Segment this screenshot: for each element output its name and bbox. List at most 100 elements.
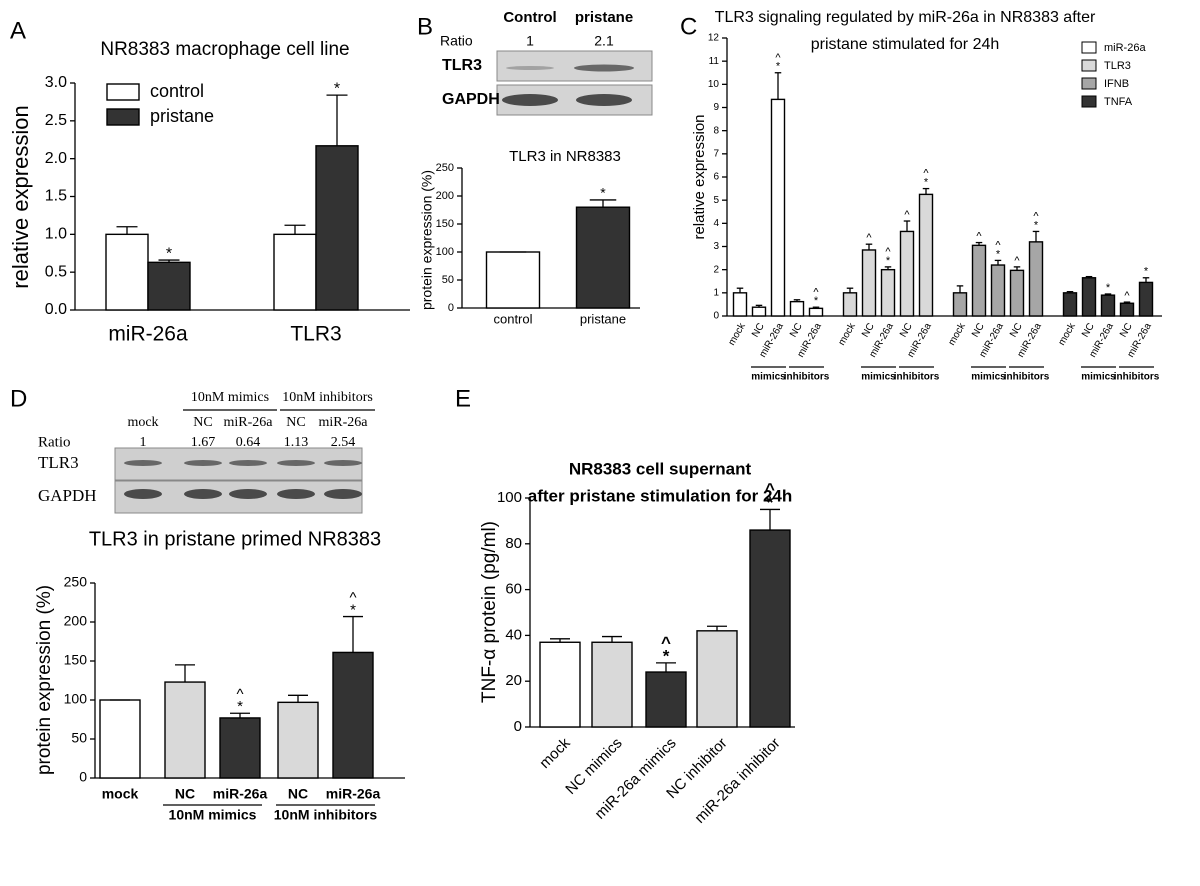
x-tick-label: miR-26a bbox=[326, 786, 381, 802]
significance-marker: * bbox=[776, 61, 781, 73]
blot-row-label: GAPDH bbox=[38, 486, 97, 505]
significance-marker: * bbox=[334, 80, 340, 97]
bar bbox=[277, 701, 319, 779]
x-tick-label: TLR3 bbox=[290, 323, 341, 346]
bar bbox=[1081, 277, 1097, 317]
x-tick-label: mock bbox=[102, 786, 139, 802]
blot-ratio: 1 bbox=[526, 33, 534, 49]
blot-strip bbox=[496, 50, 653, 82]
blot-ratio: 2.54 bbox=[331, 435, 356, 450]
y-tick-label: 100 bbox=[64, 691, 88, 707]
blot-band bbox=[277, 489, 315, 499]
legend-swatch bbox=[1081, 95, 1097, 108]
significance-marker: ^ bbox=[1014, 255, 1020, 267]
legend-swatch bbox=[1081, 41, 1097, 54]
subgroup-label: mimics bbox=[1081, 372, 1116, 383]
bar bbox=[732, 292, 748, 317]
blot-ratio-label: Ratio bbox=[38, 434, 71, 450]
y-tick-label: 1.5 bbox=[45, 188, 67, 205]
blot-band bbox=[502, 94, 558, 106]
blot-lane-label: miR-26a bbox=[224, 415, 274, 430]
blot-ratio: 1.13 bbox=[284, 435, 309, 450]
bar bbox=[1138, 281, 1154, 317]
subgroup-label: mimics bbox=[861, 372, 896, 383]
significance-marker: * bbox=[166, 245, 172, 262]
bar bbox=[770, 98, 786, 317]
blot-band bbox=[324, 460, 362, 466]
y-tick-label: 60 bbox=[505, 581, 522, 598]
significance-marker: * bbox=[237, 698, 243, 715]
subgroup-label: inhibitors bbox=[784, 372, 830, 383]
y-tick-label: 20 bbox=[505, 672, 522, 689]
blot-band bbox=[576, 94, 632, 106]
significance-marker: ^ bbox=[1124, 290, 1130, 302]
bar bbox=[1028, 241, 1044, 317]
y-axis-label: relative expression bbox=[8, 105, 33, 288]
significance-marker: * bbox=[600, 185, 606, 201]
y-tick-label: 9 bbox=[713, 102, 719, 113]
bar bbox=[751, 306, 767, 317]
legend-swatch bbox=[1081, 77, 1097, 90]
x-tick-label: miR-26a bbox=[213, 786, 268, 802]
y-tick-label: 0 bbox=[514, 718, 522, 735]
blot-group-label: 10nM inhibitors bbox=[282, 390, 373, 405]
y-tick-label: 12 bbox=[708, 33, 720, 44]
bar bbox=[99, 699, 141, 779]
y-axis-label: protein expression (%) bbox=[419, 170, 435, 310]
y-tick-label: 3 bbox=[713, 241, 719, 252]
bar bbox=[808, 307, 824, 317]
blot-lane-label: mock bbox=[127, 415, 158, 430]
blot-group-label: 10nM mimics bbox=[191, 390, 269, 405]
chart-title: TLR3 in pristane primed NR8383 bbox=[89, 528, 381, 550]
y-axis-label: TNF-α protein (pg/ml) bbox=[479, 521, 500, 703]
legend-swatch bbox=[1081, 59, 1097, 72]
blot-row-label: TLR3 bbox=[442, 57, 482, 74]
bar bbox=[1009, 269, 1025, 317]
y-tick-label: 0 bbox=[713, 311, 719, 322]
significance-marker: ^ bbox=[775, 52, 781, 64]
blot-row-label: TLR3 bbox=[38, 453, 79, 472]
blot-band bbox=[506, 66, 554, 70]
panel-letter: C bbox=[680, 13, 697, 40]
chart-title: pristane stimulated for 24h bbox=[811, 36, 1000, 53]
y-tick-label: 0 bbox=[448, 302, 454, 314]
y-tick-label: 150 bbox=[64, 652, 88, 668]
significance-marker: ^ bbox=[976, 230, 982, 242]
bar bbox=[899, 230, 915, 317]
bar bbox=[842, 292, 858, 317]
subgroup-label: inhibitors bbox=[1004, 372, 1050, 383]
bar bbox=[971, 244, 987, 317]
significance-marker: ^ bbox=[885, 246, 891, 258]
bar bbox=[880, 268, 896, 317]
significance-marker: ^ bbox=[923, 168, 929, 180]
y-tick-label: 5 bbox=[713, 195, 719, 206]
legend-label: TLR3 bbox=[1104, 60, 1131, 72]
blot-lane-label: pristane bbox=[575, 9, 633, 26]
y-tick-label: 8 bbox=[713, 125, 719, 136]
x-tick-label: NC bbox=[175, 786, 195, 802]
significance-marker: * bbox=[924, 176, 929, 188]
y-tick-label: 1 bbox=[713, 287, 719, 298]
bar bbox=[861, 249, 877, 317]
blot-ratio: 1.67 bbox=[191, 435, 216, 450]
blot-lane-label: Control bbox=[503, 9, 556, 26]
blot-lane-label: NC bbox=[193, 415, 212, 430]
y-tick-label: 10 bbox=[708, 79, 720, 90]
y-tick-label: 0.0 bbox=[45, 301, 67, 318]
bar bbox=[696, 630, 738, 728]
significance-marker: * bbox=[814, 295, 819, 307]
y-tick-label: 200 bbox=[436, 190, 454, 202]
blot-band bbox=[124, 460, 162, 466]
bar bbox=[164, 681, 206, 779]
bar bbox=[485, 251, 541, 309]
blot-ratio-label: Ratio bbox=[440, 33, 473, 49]
bar bbox=[749, 529, 791, 728]
legend-swatch bbox=[106, 83, 140, 101]
subgroup-label: mimics bbox=[971, 372, 1006, 383]
legend-label: control bbox=[150, 81, 204, 101]
y-tick-label: 7 bbox=[713, 148, 719, 159]
significance-marker: * bbox=[663, 646, 670, 665]
legend-label: IFNB bbox=[1104, 78, 1129, 90]
chart-title: TLR3 signaling regulated by miR-26a in N… bbox=[715, 9, 1096, 26]
y-tick-label: 250 bbox=[64, 574, 88, 590]
